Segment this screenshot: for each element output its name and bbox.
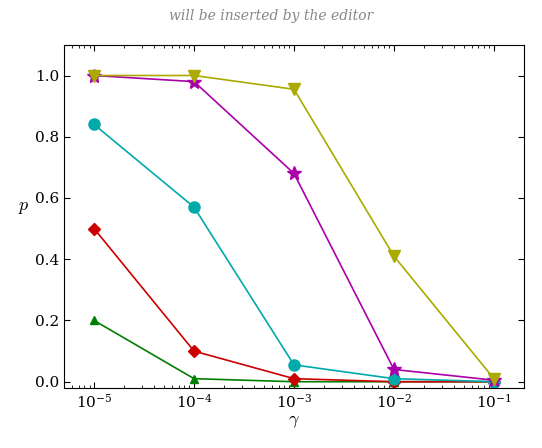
Text: will be inserted by the editor: will be inserted by the editor: [169, 9, 373, 23]
Y-axis label: $p$: $p$: [18, 198, 30, 216]
X-axis label: $\gamma$: $\gamma$: [288, 412, 300, 430]
